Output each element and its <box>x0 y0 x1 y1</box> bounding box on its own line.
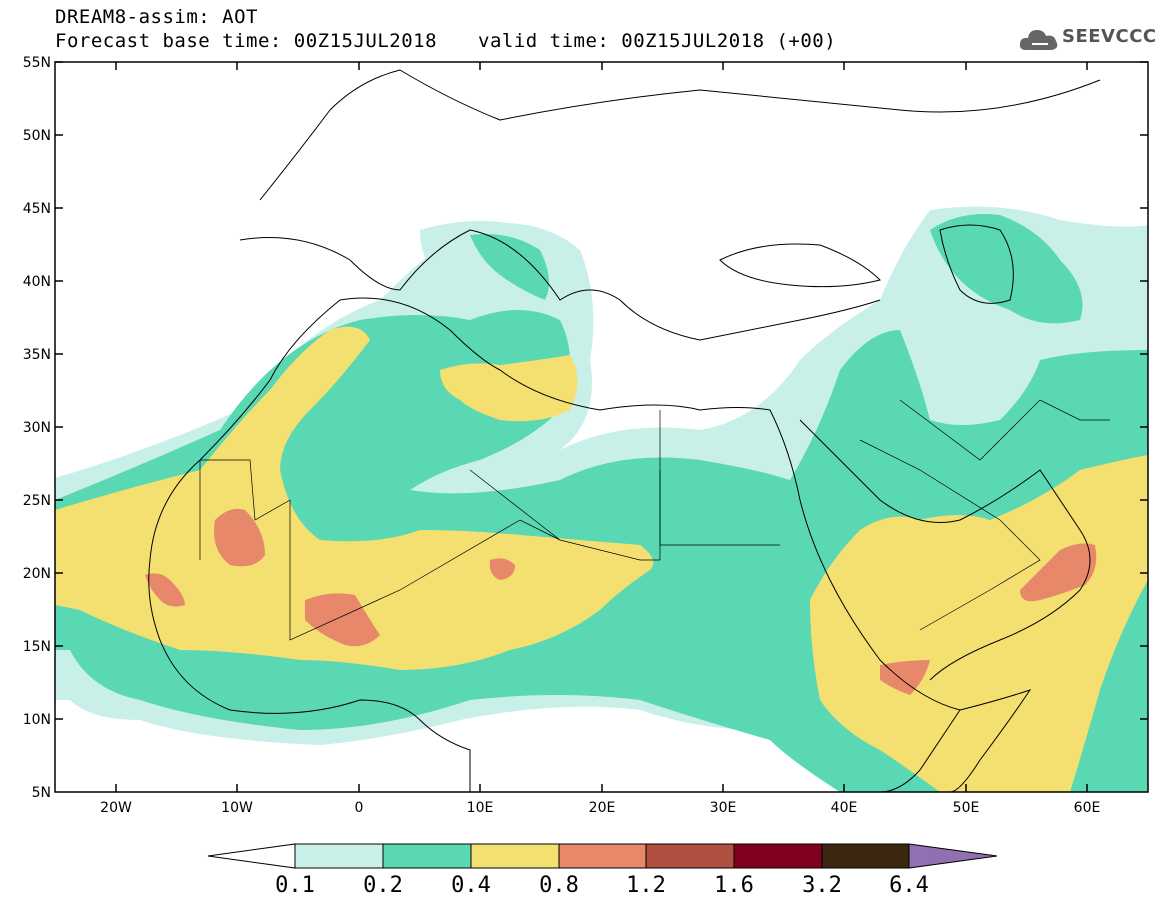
colorbar-box <box>733 843 823 869</box>
lat-label: 35N <box>23 347 51 363</box>
forecast-base-time: Forecast base time: 00Z15JUL2018 <box>55 30 438 52</box>
lat-label: 20N <box>23 566 51 582</box>
colorbar-label: 6.4 <box>889 873 929 898</box>
lat-label: 30N <box>23 420 51 436</box>
colorbar-box <box>645 843 735 869</box>
aot-field <box>55 206 1148 792</box>
colorbar-label: 1.6 <box>714 873 754 898</box>
border-mauritania <box>200 459 291 521</box>
colorbar-under-arrow <box>207 843 296 869</box>
border-mali <box>289 500 561 641</box>
colorbar-label: 0.2 <box>363 873 403 898</box>
aot-contour-0.8-niger <box>489 558 515 580</box>
africa-coast <box>149 297 961 792</box>
aot-contour-0.8-oman <box>1020 543 1097 602</box>
colorbar <box>207 843 998 869</box>
aot-contour-0.4-libya <box>440 355 578 422</box>
lon-label: 10E <box>467 800 494 816</box>
lat-label: 25N <box>23 493 51 509</box>
europe-north <box>259 69 1101 201</box>
colorbar-over-arrow <box>908 843 998 869</box>
lon-label: 60E <box>1074 800 1101 816</box>
aot-contour-0.2-italy <box>470 234 549 300</box>
lat-label: 50N <box>23 128 51 144</box>
aot-contour-0.4-west <box>55 326 654 670</box>
lat-labels: 55N 50N 45N 40N 35N 30N 25N 20N 15N 10N … <box>23 55 51 801</box>
aot-contour-0.2-caspian <box>930 214 1083 324</box>
caspian-coast <box>939 224 1014 304</box>
arabia-coast <box>799 419 1091 681</box>
somalia-coast <box>949 689 1032 792</box>
lat-label: 45N <box>23 201 51 217</box>
lat-label: 55N <box>23 55 51 71</box>
lat-label: 40N <box>23 274 51 290</box>
lon-label: 40E <box>831 800 858 816</box>
colorbar-labels: 0.1 0.2 0.4 0.8 1.2 1.6 3.2 6.4 <box>275 873 929 898</box>
valid-time: valid time: 00Z15JUL2018 (+00) <box>478 30 837 52</box>
colorbar-label: 3.2 <box>802 873 842 898</box>
aot-contour-0.8-coast <box>145 573 185 607</box>
lon-label: 10W <box>221 800 253 816</box>
logo-text: SEEVCCC <box>1062 26 1157 47</box>
colorbar-label: 0.4 <box>451 873 491 898</box>
border-saudi <box>859 439 1041 631</box>
lon-labels: 20W 10W 0 10E 20E 30E 40E 50E 60E <box>100 800 1100 816</box>
europe-coast <box>239 229 881 341</box>
border-libya <box>469 469 561 541</box>
west-africa-coast <box>148 559 471 792</box>
colorbar-label: 0.8 <box>539 873 579 898</box>
lat-axis <box>55 61 1148 720</box>
border-iran <box>899 399 1110 461</box>
colorbar-box <box>294 843 384 869</box>
border-egypt <box>659 410 780 546</box>
aot-contour-0.4-east <box>810 455 1148 792</box>
lon-label: 20W <box>100 800 132 816</box>
lon-label: 0 <box>355 800 364 816</box>
colorbar-box <box>470 843 560 869</box>
colorbar-label: 1.2 <box>626 873 666 898</box>
aot-contour-0.8-mali <box>305 593 380 647</box>
borders <box>199 399 1110 641</box>
lon-axis <box>115 62 1088 792</box>
colorbar-label: 0.1 <box>275 873 315 898</box>
cloud-icon <box>1019 30 1058 50</box>
lon-label: 20E <box>589 800 616 816</box>
lat-label: 10N <box>23 712 51 728</box>
map-title: DREAM8-assim: AOT <box>55 6 258 28</box>
lat-label: 15N <box>23 639 51 655</box>
lon-label: 50E <box>953 800 980 816</box>
coastlines <box>148 69 1101 792</box>
black-sea-coast <box>719 243 881 288</box>
lat-label: 5N <box>32 785 51 801</box>
aot-contour-0.8-mauritania <box>214 508 265 567</box>
aot-contour-0.8-yemen <box>880 660 930 695</box>
colorbar-box <box>821 843 910 869</box>
lon-label: 30E <box>710 800 737 816</box>
colorbar-box <box>382 843 472 869</box>
seevccc-logo: SEEVCCC <box>1018 22 1156 54</box>
colorbar-box <box>558 843 647 869</box>
